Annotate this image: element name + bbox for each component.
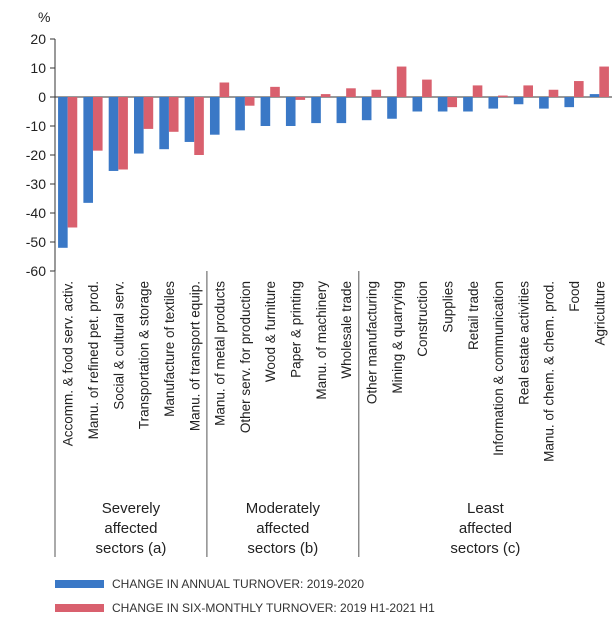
bar-sixmonth-6 [194, 97, 204, 155]
bar-sixmonth-12 [346, 88, 356, 97]
category-label: Manu. of machinery [314, 281, 329, 400]
category-label: Supplies [440, 281, 455, 333]
y-tick-label: 20 [30, 31, 46, 47]
bar-sixmonth-3 [118, 97, 128, 170]
category-label: Social & cultural serv. [111, 281, 126, 410]
y-tick-label: 0 [38, 89, 46, 105]
bar-sixmonth-11 [320, 94, 331, 97]
category-label: Wholesale trade [339, 281, 354, 379]
bar-sixmonth-15 [422, 79, 432, 97]
group-label: Severely [102, 500, 161, 517]
y-unit-label: % [38, 9, 50, 25]
bar-annual-4 [134, 97, 144, 154]
bar-annual-3 [108, 97, 119, 171]
category-label: Construction [415, 281, 430, 357]
category-label: Transportation & storage [137, 281, 152, 429]
bar-annual-15 [412, 97, 423, 112]
y-tick-label: -50 [26, 234, 46, 250]
bar-sixmonth-13 [371, 89, 382, 97]
group-label: Least [467, 500, 505, 517]
bar-annual-5 [159, 97, 169, 150]
bar-annual-10 [285, 97, 296, 126]
bar-annual-11 [311, 97, 321, 124]
category-label: Agriculture [592, 281, 607, 346]
bar-sixmonth-7 [219, 82, 230, 97]
category-label: Other serv. for production [238, 281, 253, 433]
legend-swatch-annual [55, 580, 104, 588]
group-label: sectors (b) [247, 540, 318, 557]
bar-annual-13 [361, 97, 372, 121]
group-label: sectors (c) [450, 540, 520, 557]
bar-annual-1 [58, 97, 68, 248]
category-label: Other manufacturing [364, 281, 379, 404]
bar-sixmonth-5 [168, 97, 179, 132]
category-labels: Accomm. & food serv. activ. Manu. of refi… [61, 281, 608, 462]
group-label: Moderately [246, 500, 321, 517]
legend-label-annual: CHANGE IN ANNUAL TURNOVER: 2019-2020 [112, 577, 364, 591]
bar-sixmonth-8 [244, 97, 255, 106]
category-label: Manu. of metal products [213, 281, 228, 426]
bar-annual-9 [260, 97, 271, 126]
y-tick-label: -30 [26, 176, 46, 192]
bar-annual-16 [437, 97, 448, 112]
y-tick-label: 10 [30, 60, 46, 76]
category-label: Wood & furniture [263, 281, 278, 382]
bar-sixmonth-1 [67, 97, 78, 228]
bar-annual-22 [589, 94, 600, 97]
category-label: Accomm. & food serv. activ. [61, 281, 76, 446]
category-label: Manu. of transport equip. [187, 281, 202, 431]
bars [58, 66, 609, 248]
bar-sixmonth-4 [143, 97, 154, 129]
bar-annual-21 [564, 97, 575, 108]
y-tick-label: -10 [26, 118, 46, 134]
y-tick-label: -40 [26, 205, 46, 221]
bar-sixmonth-18 [498, 95, 508, 97]
category-label: Manu. of refined pet. prod. [86, 281, 101, 439]
group-label: affected [256, 520, 309, 537]
group-label: affected [459, 520, 512, 537]
bar-sixmonth-14 [396, 66, 407, 97]
bar-annual-14 [387, 97, 397, 119]
bar-sixmonth-16 [447, 97, 458, 108]
category-label: Information & communication [491, 281, 506, 456]
category-label: Food [567, 281, 582, 312]
category-label: Paper & printing [289, 281, 304, 378]
bar-sixmonth-9 [270, 86, 280, 97]
bar-annual-18 [488, 97, 499, 109]
group-label: sectors (a) [96, 540, 167, 557]
y-tick-label: -60 [26, 263, 46, 279]
bar-sixmonth-21 [574, 81, 584, 97]
bar-annual-6 [184, 97, 195, 142]
bar-annual-8 [235, 97, 245, 131]
category-label: Real estate activities [516, 281, 531, 405]
legend-swatch-sixmonth [55, 604, 104, 612]
bar-sixmonth-17 [472, 85, 483, 97]
bar-annual-19 [513, 97, 524, 105]
bar-sixmonth-22 [599, 66, 609, 97]
bar-sixmonth-19 [523, 85, 533, 97]
category-label: Mining & quarrying [390, 281, 405, 394]
bar-annual-12 [336, 97, 347, 124]
category-label: Manufacture of textiles [162, 281, 177, 417]
category-label: Retail trade [466, 281, 481, 350]
bar-sixmonth-2 [92, 97, 103, 151]
legend-label-sixmonth: CHANGE IN SIX-MONTHLY TURNOVER: 2019 H1-… [112, 601, 435, 615]
group-labels: Severely affected sectors (a) Moderately aff… [54, 271, 520, 557]
bar-annual-17 [463, 97, 473, 112]
legend: CHANGE IN ANNUAL TURNOVER: 2019-2020 CHAN… [55, 577, 435, 615]
group-label: affected [104, 520, 157, 537]
bar-sixmonth-20 [548, 89, 559, 97]
bar-annual-7 [209, 97, 220, 135]
bar-annual-20 [539, 97, 549, 109]
bar-sixmonth-10 [295, 97, 306, 100]
category-label: Manu. of chem. & chem. prod. [542, 281, 557, 462]
bar-annual-2 [83, 97, 93, 203]
y-tick-label: -20 [26, 147, 46, 163]
